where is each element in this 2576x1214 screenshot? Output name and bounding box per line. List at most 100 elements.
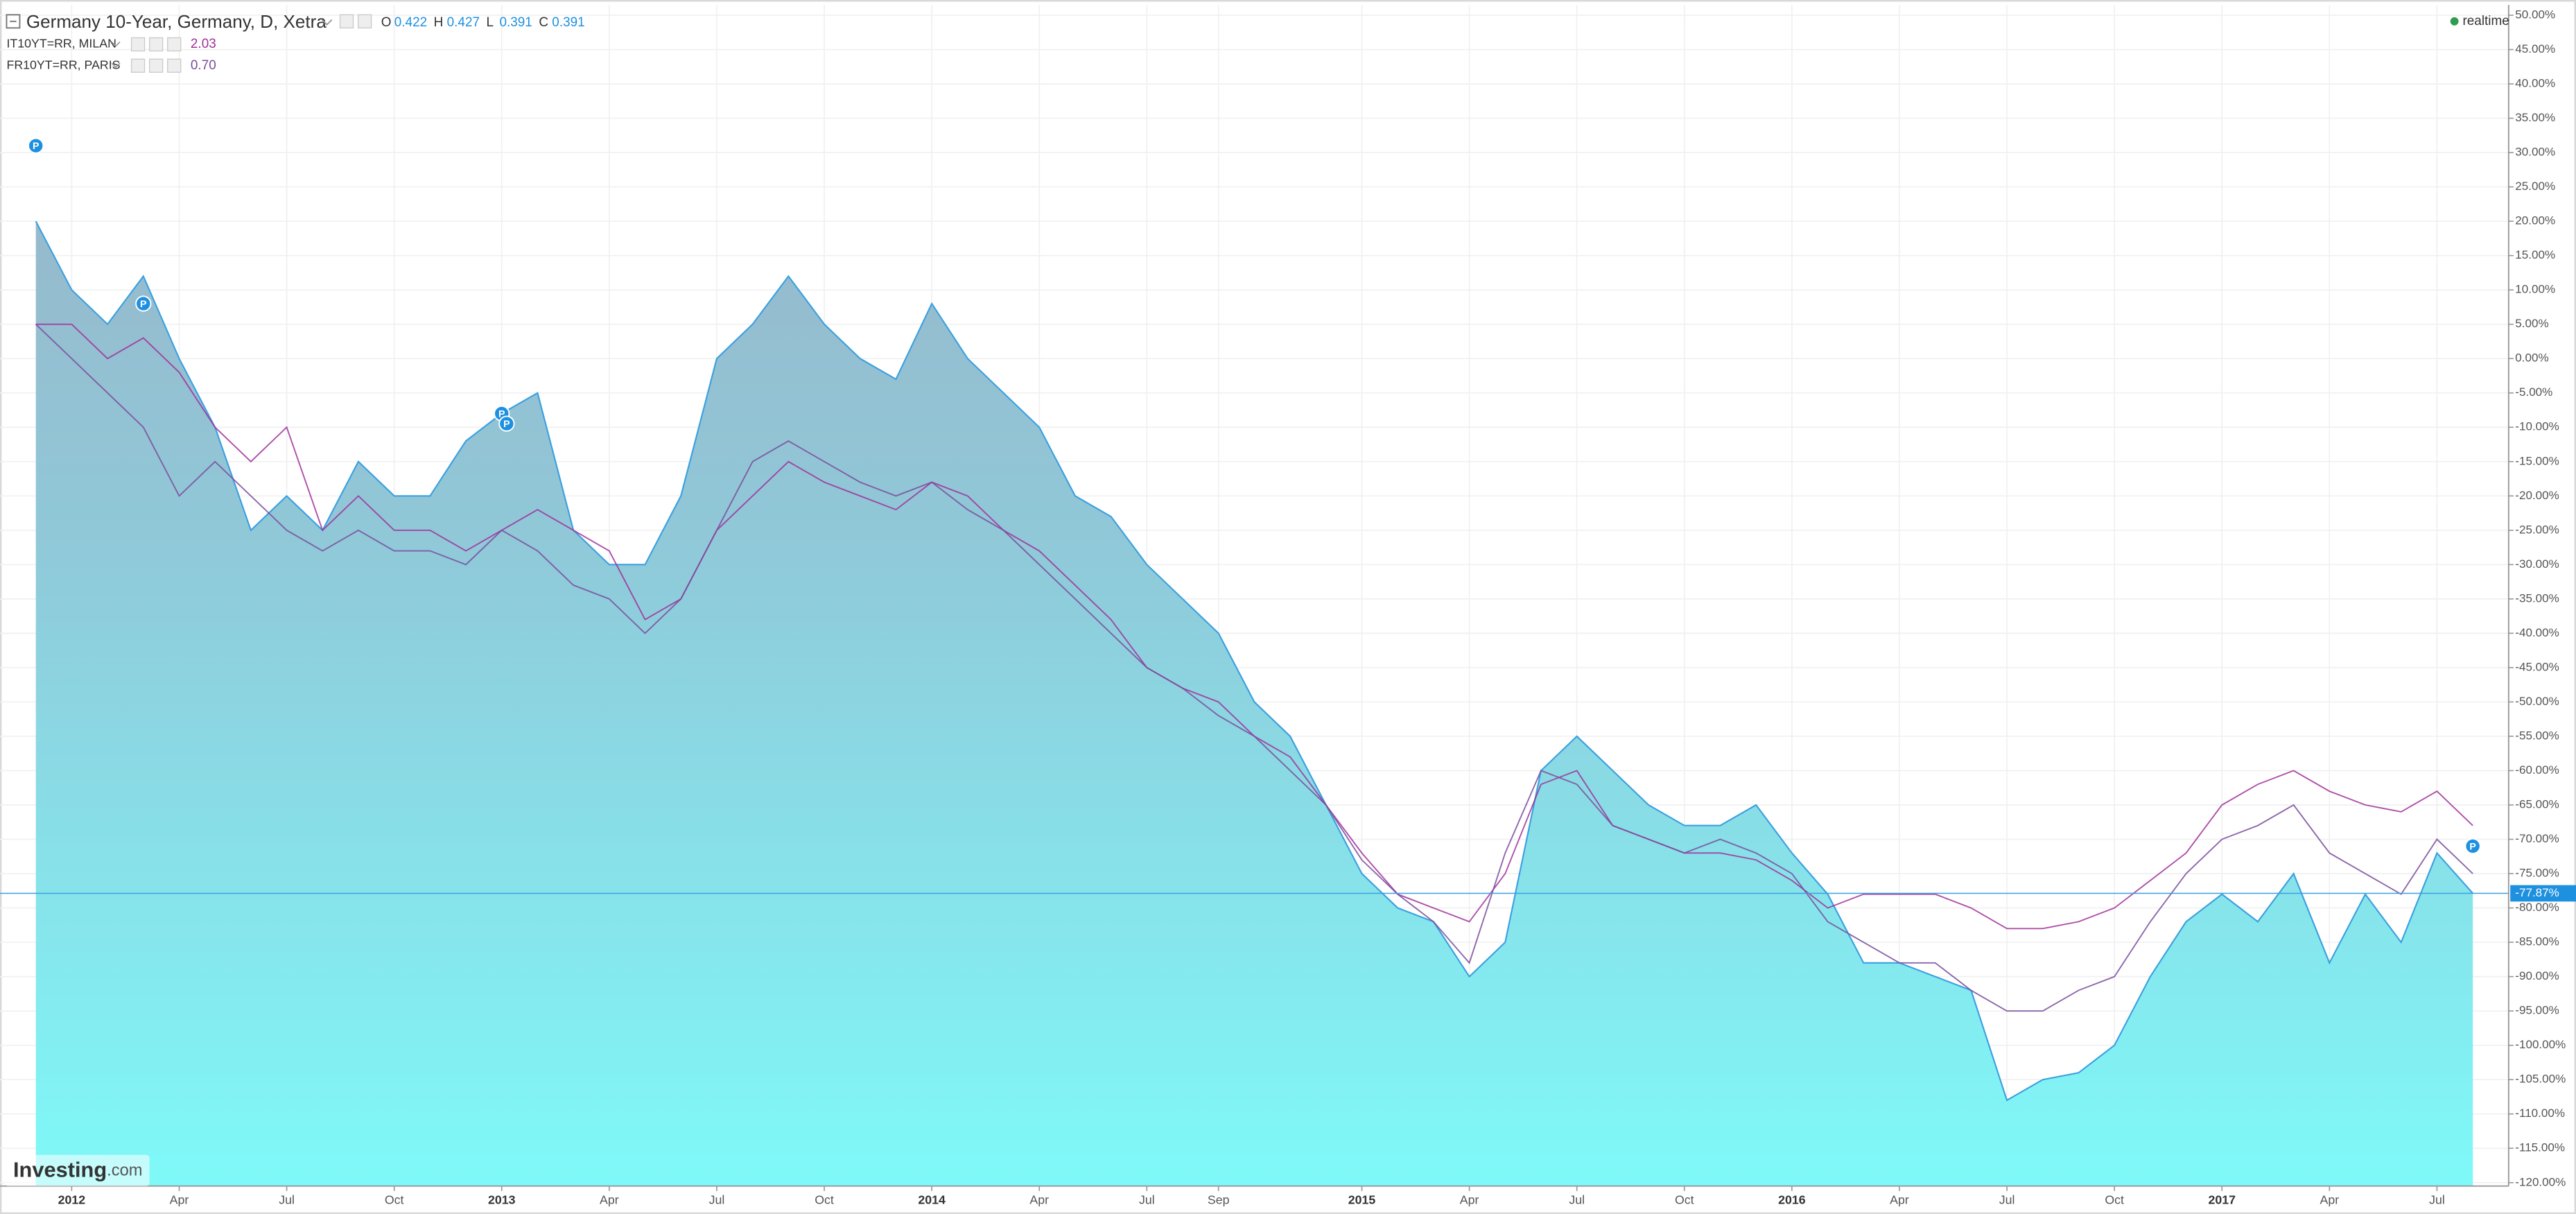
header: Germany 10-Year, Germany, D, Xetra O 0.42… <box>6 11 585 32</box>
x-tick-label: 2017 <box>2208 1193 2236 1207</box>
y-tick-label: -65.00% <box>2515 798 2559 811</box>
y-tick-label: -15.00% <box>2515 454 2559 467</box>
legend-value: 2.03 <box>191 37 216 51</box>
close-btn[interactable] <box>357 14 372 28</box>
ohlc-key: O <box>381 15 392 30</box>
brand-name: Investing.com <box>13 1158 143 1182</box>
y-tick-label: -90.00% <box>2515 969 2559 982</box>
y-tick-label: -55.00% <box>2515 729 2559 742</box>
y-tick-label: -20.00% <box>2515 489 2559 502</box>
legend-button[interactable] <box>148 58 164 73</box>
y-tick-label: 10.00% <box>2515 283 2555 296</box>
y-tick-label: -80.00% <box>2515 901 2559 914</box>
y-tick-label: -110.00% <box>2515 1107 2565 1120</box>
x-tick-label: Oct <box>815 1193 834 1207</box>
y-tick-label: -30.00% <box>2515 557 2559 571</box>
collapse-icon[interactable] <box>6 14 21 29</box>
ohlc-value: 0.427 <box>447 15 480 30</box>
brand-suffix: .com <box>107 1162 142 1180</box>
y-tick-label: -10.00% <box>2515 420 2559 433</box>
legend-dropdown <box>111 41 121 47</box>
annotation-label: P <box>498 408 505 419</box>
y-tick-label: -70.00% <box>2515 832 2559 845</box>
current-value-label: -77.87% <box>2515 886 2559 899</box>
y-tick-label: 15.00% <box>2515 248 2555 261</box>
annotation-marker[interactable] <box>28 137 44 154</box>
annotation-marker[interactable] <box>135 295 152 312</box>
y-tick-label: 0.00% <box>2515 352 2548 365</box>
x-tick-label: Apr <box>170 1193 189 1207</box>
x-tick-label: Jul <box>1139 1193 1155 1207</box>
x-tick-label: Jul <box>709 1193 725 1207</box>
y-tick-label: -35.00% <box>2515 591 2559 605</box>
dropdown[interactable] <box>321 19 333 26</box>
settings-btn[interactable] <box>339 14 354 28</box>
x-tick-label: 2014 <box>918 1193 946 1207</box>
x-tick-label: 2012 <box>58 1193 86 1207</box>
x-tick-label: Jul <box>1999 1193 2015 1207</box>
legend-button[interactable] <box>148 37 164 52</box>
y-tick-label: 25.00% <box>2515 180 2555 193</box>
annotation-label: P <box>33 141 39 152</box>
y-tick-label: -95.00% <box>2515 1004 2559 1017</box>
legend-button[interactable] <box>130 37 146 52</box>
y-tick-label: -100.00% <box>2515 1038 2566 1051</box>
annotation-label: P <box>2469 841 2475 852</box>
y-tick-label: -85.00% <box>2515 935 2559 948</box>
x-tick-label: Apr <box>1460 1193 1479 1207</box>
y-tick-label: 50.00% <box>2515 8 2555 21</box>
brand-main: Investing <box>13 1158 107 1182</box>
y-tick-label: 20.00% <box>2515 214 2555 227</box>
y-tick-label: 35.00% <box>2515 111 2555 124</box>
realtime-dot <box>2450 17 2459 26</box>
x-tick-label: Oct <box>2105 1193 2124 1207</box>
y-tick-label: -115.00% <box>2515 1141 2565 1154</box>
y-tick-label: -60.00% <box>2515 763 2559 777</box>
x-tick-label: Apr <box>600 1193 619 1207</box>
x-tick-label: Jul <box>2429 1193 2445 1207</box>
x-tick-label: Oct <box>1675 1193 1694 1207</box>
annotation-marker[interactable] <box>2464 838 2481 855</box>
x-tick-label: 2015 <box>1348 1193 1376 1207</box>
annotation-label: P <box>140 299 146 310</box>
current-value-box <box>2510 885 2576 902</box>
y-tick-label: -45.00% <box>2515 660 2559 673</box>
annotation-marker[interactable] <box>498 415 515 432</box>
y-tick-label: -105.00% <box>2515 1073 2566 1086</box>
ohlc-key: C <box>539 15 548 30</box>
legend: IT10YT=RR, MILAN 2.03 FR10YT=RR, PARIS 0.70 <box>6 37 216 73</box>
realtime-label: realtime <box>2462 14 2509 28</box>
x-tick-label: 2016 <box>1778 1193 1806 1207</box>
y-tick-label: -120.00% <box>2515 1175 2566 1188</box>
ohlc-key: L <box>486 15 494 30</box>
ohlc-value: 0.391 <box>499 15 532 30</box>
x-tick-label: Jul <box>1569 1193 1585 1207</box>
legend-button[interactable] <box>167 37 182 52</box>
y-tick-label: 40.00% <box>2515 77 2555 90</box>
legend-button[interactable] <box>130 58 146 73</box>
chart-title: Germany 10-Year, Germany, D, Xetra <box>26 11 327 32</box>
brand-bg <box>5 1154 150 1186</box>
legend-button[interactable] <box>167 58 182 73</box>
y-tick-label: -5.00% <box>2515 385 2552 399</box>
y-tick-label: -75.00% <box>2515 867 2559 880</box>
area <box>35 221 2473 1186</box>
x-tick-label: Apr <box>2320 1193 2340 1207</box>
x-tick-label: Sep <box>1208 1193 1230 1207</box>
y-tick-label: 5.00% <box>2515 317 2548 330</box>
y-tick-label: 45.00% <box>2515 42 2555 55</box>
realtime-badge: realtime <box>2450 14 2509 28</box>
x-tick-label: Oct <box>385 1193 404 1207</box>
x-tick-label: Jul <box>279 1193 295 1207</box>
y-tick-label: -25.00% <box>2515 523 2559 536</box>
y-tick-label: -40.00% <box>2515 626 2559 639</box>
legend-value: 0.70 <box>191 58 216 73</box>
line <box>35 220 2473 1102</box>
x-tick-label: 2013 <box>488 1193 516 1207</box>
y-tick-label: 30.00% <box>2515 146 2555 159</box>
ohlc-value: 0.391 <box>552 15 584 30</box>
annotation-label: P <box>503 419 510 430</box>
axes: 50.00% 45.00% 40.00% 35.00% 30.00% 25.00% 20.0… <box>0 5 2576 1207</box>
y-tick-label: -50.00% <box>2515 695 2559 708</box>
